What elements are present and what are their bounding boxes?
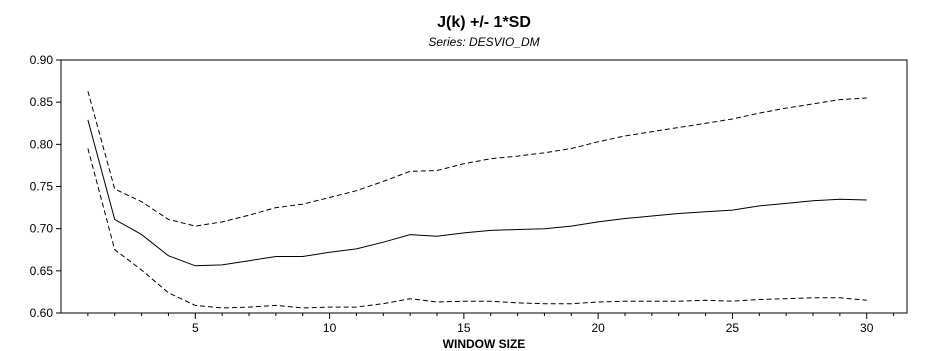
y-axis: 0.60 0.65 0.70 0.75 0.80 0.85 0.90 <box>30 53 61 320</box>
x-tick-label: 30 <box>860 321 874 335</box>
mean-line <box>88 120 867 266</box>
x-tick-label: 20 <box>591 321 605 335</box>
x-tick-label: 25 <box>726 321 740 335</box>
y-tick-label: 0.75 <box>30 180 54 194</box>
x-tick-label: 10 <box>323 321 337 335</box>
y-tick-label: 0.80 <box>30 137 54 151</box>
y-tick-label: 0.85 <box>30 95 54 109</box>
y-tick-label: 0.90 <box>30 53 54 67</box>
y-tick-label: 0.65 <box>30 264 54 278</box>
y-tick-label: 0.60 <box>30 306 54 320</box>
upper-band-line <box>88 91 867 226</box>
x-axis: 5 10 15 20 25 30 <box>88 313 894 335</box>
chart-subtitle: Series: DESVIO_DM <box>428 35 539 49</box>
lower-band-line <box>88 149 867 308</box>
y-tick-label: 0.70 <box>30 222 54 236</box>
plot-frame <box>61 60 907 313</box>
x-tick-label: 15 <box>457 321 471 335</box>
x-axis-label: WINDOW SIZE <box>443 337 526 351</box>
x-tick-label: 5 <box>192 321 199 335</box>
series-group <box>88 91 867 308</box>
chart-title: J(k) +/- 1*SD <box>437 14 531 31</box>
